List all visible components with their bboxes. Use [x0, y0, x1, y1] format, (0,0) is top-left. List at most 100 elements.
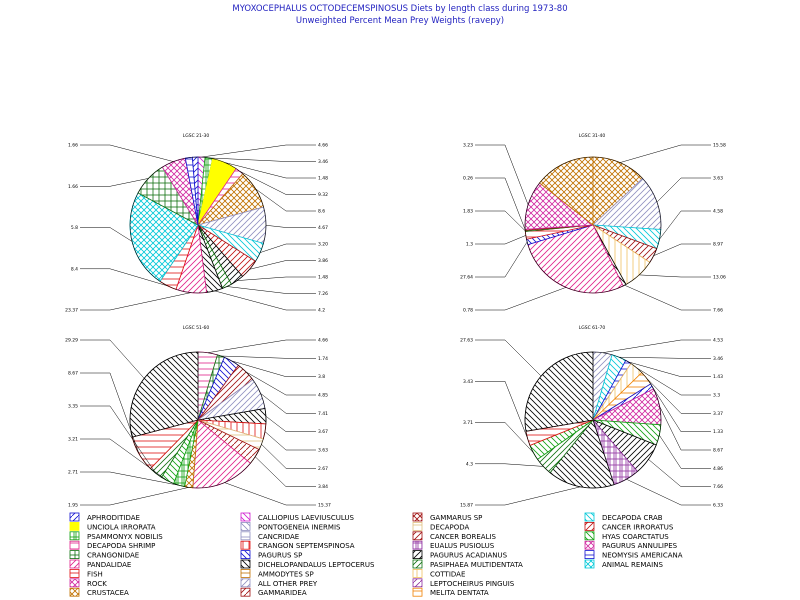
leader-line — [628, 361, 711, 377]
pie-slice-label: 8.97 — [713, 242, 723, 248]
leader-line — [261, 444, 316, 469]
leader-line — [475, 177, 526, 230]
leader-line — [260, 393, 316, 414]
leader-line — [653, 243, 711, 256]
pie-slice-label: 27.64 — [460, 275, 473, 281]
legend-swatch — [584, 540, 595, 550]
legend-label: CANCER IRRORATUS — [602, 523, 674, 531]
legend-label: PONTOGENEIA INERMIS — [258, 523, 341, 531]
pie-slice-label: 0.26 — [463, 176, 473, 182]
pie-slice-label: 4.53 — [713, 338, 723, 344]
leader-line — [475, 241, 528, 278]
leader-line — [224, 162, 316, 179]
chart-title: MYOXOCEPHALUS OCTODECEMSPINOSUS Diets by… — [232, 4, 567, 14]
legend-label: PAGURUS ACADIANUS — [430, 552, 508, 560]
legend-label: DICHELOPANDALUS LEPTOCERUS — [258, 561, 375, 569]
pie-slice-label: 3.63 — [713, 176, 723, 182]
leader-line — [246, 371, 316, 396]
legend-item-animal-remains: ANIMAL REMAINS — [584, 559, 663, 569]
legend-label: PAGURUS SP — [258, 552, 302, 560]
legend-swatch — [584, 512, 595, 522]
legend-label: CALLIOPIUS LAEVIUSCULUS — [258, 514, 355, 522]
pie-slice-label: 15.58 — [713, 143, 726, 149]
pie-slice-label: 3.43 — [463, 379, 473, 385]
legend-label: CRANGONIDAE — [87, 552, 139, 560]
legend-item-crangon-septemspinosa: CRANGON SEPTEMSPINOSA — [240, 540, 355, 550]
pie-slice-label: 2.71 — [68, 470, 78, 476]
pie-slice-label: 8.4 — [71, 266, 78, 272]
leader-line — [659, 210, 711, 240]
legend-item-decapoda-crab: DECAPODA CRAB — [584, 512, 663, 522]
leader-line — [659, 406, 711, 451]
leader-line — [220, 355, 316, 359]
legend-swatch — [69, 540, 80, 550]
legend-item-cancer-borealis: CANCER BOREALIS — [412, 531, 497, 541]
legend-label: GAMMARUS SP — [430, 514, 482, 522]
legend-item-neomysis-americana: NEOMYSIS AMERICANA — [584, 550, 683, 560]
legend-swatch — [240, 578, 251, 588]
leader-line — [239, 170, 316, 195]
leader-line — [80, 438, 168, 481]
leader-line — [475, 463, 544, 467]
pie-slice-label: 8.67 — [68, 371, 78, 377]
legend-swatch — [412, 559, 423, 569]
legend-item-calliopius-laeviusculus: CALLIOPIUS LAEVIUSCULUS — [240, 512, 355, 522]
legend-item-all-other-prey: ALL OTHER PREY — [240, 578, 318, 588]
legend-label: CRUSTACEA — [87, 589, 129, 597]
leader-line — [475, 486, 581, 506]
pie-slice-label: 4.3 — [466, 461, 473, 467]
leader-line — [475, 422, 534, 453]
pie-slice-dichelopandalus-leptocerus — [524, 351, 594, 432]
leader-line — [80, 144, 174, 162]
legend-swatch — [412, 540, 423, 550]
leader-line — [226, 286, 316, 294]
pie-slice-label: 6.33 — [713, 503, 723, 509]
leader-line — [475, 339, 542, 377]
pie-slice-label: 7.66 — [713, 308, 723, 314]
pie-slice-label: 1.95 — [68, 503, 78, 509]
leader-line — [207, 339, 316, 353]
leader-line — [639, 274, 711, 278]
legend-item-pontogeneia-inermis: PONTOGENEIA INERMIS — [240, 522, 341, 531]
legend-item-leptocheirus-pinguis: LEPTOCHEIRUS PINGUIS — [412, 578, 515, 588]
leader-line — [475, 144, 529, 205]
legend-label: PASIPHAEA MULTIDENTATA — [430, 561, 523, 569]
leader-line — [214, 290, 316, 311]
legend-swatch — [69, 512, 80, 522]
pie-slice-label: 4.66 — [318, 143, 328, 149]
legend-swatch — [584, 559, 595, 569]
legend-item-pagurus-sp: PAGURUS SP — [240, 550, 302, 560]
legend-label: NEOMYSIS AMERICANA — [602, 552, 683, 560]
leader-line — [80, 471, 180, 486]
leader-line — [636, 367, 711, 396]
legend-item-crustacea: CRUSTACEA — [69, 587, 129, 597]
pie-slice-label: 1.48 — [318, 275, 328, 281]
pie-slice-label: 1.66 — [68, 184, 78, 190]
legend-label: EUALUS PUSIOLUS — [430, 542, 495, 550]
pie-slice-label: 23.37 — [65, 308, 78, 314]
legend-item-hyas-coarctatus: HYAS COARCTATUS — [584, 531, 669, 541]
legend-item-cottidae: COTTIDAE — [412, 569, 465, 578]
legend-swatch — [584, 531, 595, 541]
leader-line — [80, 405, 156, 474]
pie-slice-label: 27.63 — [460, 338, 473, 344]
legend-label: CANCER BOREALIS — [430, 533, 497, 541]
pie-slice-label: 1.74 — [318, 356, 328, 362]
leader-line — [624, 284, 711, 311]
legend-swatch — [412, 578, 423, 588]
pie-slice-label: 3.20 — [318, 242, 328, 248]
legend-item-crangonidae: CRANGONIDAE — [69, 550, 139, 560]
legend-swatch — [240, 540, 251, 550]
pie-slice-label: 3.46 — [713, 356, 723, 362]
leader-line — [208, 157, 316, 162]
legend-label: ANIMAL REMAINS — [602, 561, 663, 569]
legend-item-gammarus-sp: GAMMARUS SP — [412, 512, 482, 522]
leader-line — [255, 456, 316, 487]
pie-slice-label: 3.8 — [318, 374, 325, 380]
pie-slice-label: 8.67 — [713, 448, 723, 454]
leader-line — [651, 386, 711, 432]
pie-slice-label: 3.46 — [318, 159, 328, 165]
legend-label: APHRODITIDAE — [87, 514, 140, 522]
leader-line — [201, 144, 316, 158]
